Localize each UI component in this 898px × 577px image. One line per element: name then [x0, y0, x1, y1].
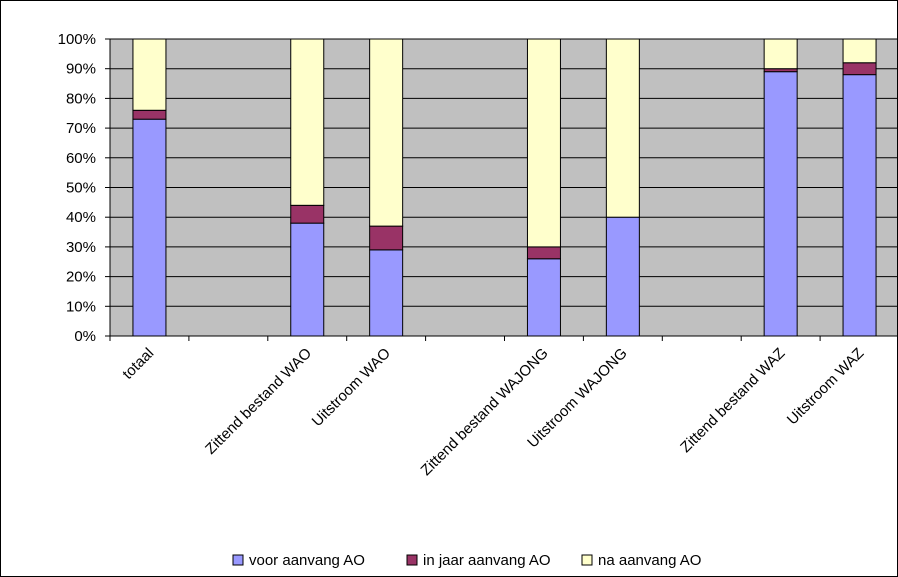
- y-tick-label: 80%: [66, 90, 96, 107]
- legend-item: voor aanvang AO: [232, 552, 365, 569]
- y-tick-label: 70%: [66, 120, 96, 137]
- bar-segment: [842, 74, 877, 337]
- legend-item: na aanvang AO: [581, 552, 701, 569]
- y-tick-label: 90%: [66, 61, 96, 78]
- legend-swatch: [232, 554, 244, 566]
- bar-segment: [132, 118, 167, 337]
- y-tick-label: 30%: [66, 239, 96, 256]
- bar-segment: [132, 109, 167, 120]
- legend: voor aanvang AO in jaar aanvang AO na aanv…: [232, 552, 701, 569]
- legend-swatch: [406, 554, 418, 566]
- legend-swatch: [581, 554, 593, 566]
- y-tick-label: 40%: [66, 209, 96, 226]
- bar-segment: [763, 38, 798, 70]
- bar-segment: [290, 222, 325, 337]
- x-tick-label: Uitstroom WAZ: [784, 345, 868, 429]
- bar-segment: [290, 204, 325, 224]
- legend-label: in jaar aanvang AO: [423, 552, 551, 569]
- x-tick-label: totaal: [119, 345, 157, 383]
- bar-segment: [526, 258, 561, 337]
- bar-segment: [842, 62, 877, 76]
- y-tick-label: 50%: [66, 180, 96, 197]
- bar-segment: [132, 38, 167, 111]
- bar-segment: [526, 246, 561, 260]
- bar-segment: [369, 249, 404, 337]
- bar-segment: [605, 38, 640, 218]
- y-tick-label: 100%: [58, 31, 96, 48]
- y-tick-label: 10%: [66, 298, 96, 315]
- bar-segment: [842, 38, 877, 64]
- x-tick-label: Zittend bestand WAJONG: [418, 345, 552, 479]
- y-tick-label: 0%: [74, 328, 96, 345]
- x-tick-label: Zittend bestand WAO: [202, 345, 315, 458]
- y-tick-label: 60%: [66, 150, 96, 167]
- y-tick-label: 20%: [66, 269, 96, 286]
- x-tick-label: Uitstroom WAO: [309, 345, 394, 430]
- bar-segment: [369, 38, 404, 227]
- bar-segment: [763, 71, 798, 337]
- x-tick-label: Zittend bestand WAZ: [677, 345, 788, 456]
- legend-label: voor aanvang AO: [249, 552, 365, 569]
- legend-item: in jaar aanvang AO: [406, 552, 551, 569]
- bar-segment: [290, 38, 325, 206]
- bar-segment: [369, 225, 404, 251]
- bar-segment: [526, 38, 561, 248]
- plot-area: [110, 38, 897, 337]
- bar-segment: [605, 216, 640, 337]
- legend-label: na aanvang AO: [598, 552, 701, 569]
